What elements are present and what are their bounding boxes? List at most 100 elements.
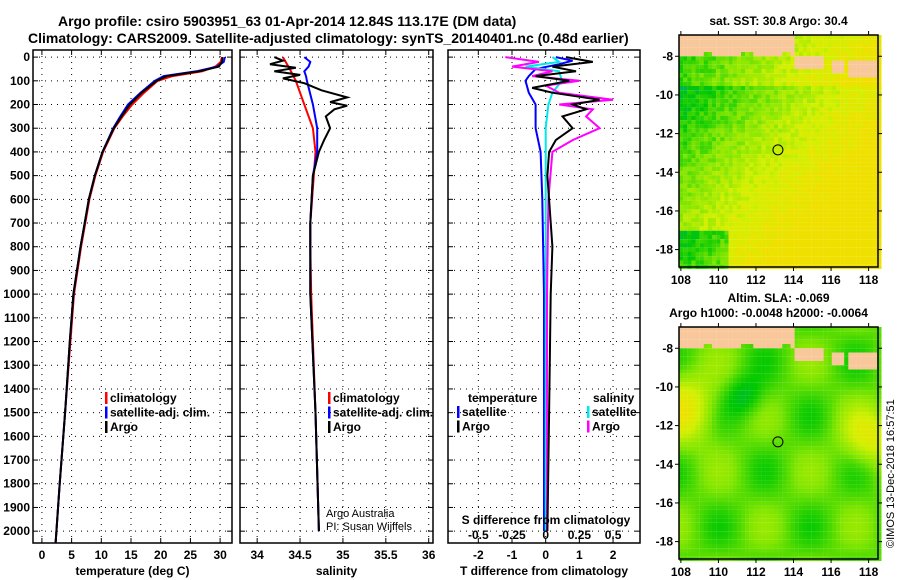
ocean-cell [823,149,828,155]
ocean-cell [724,450,729,455]
ocean-cell [807,137,812,142]
ocean-cell [844,260,849,265]
ocean-cell [864,239,870,244]
ocean-cell [794,77,799,82]
land-cell [716,52,721,57]
land-cell [703,331,709,336]
ocean-cell [815,111,820,116]
ocean-cell [811,247,816,252]
ocean-cell [877,158,882,163]
x-tick-label: 35.5 [374,548,398,562]
ocean-cell [765,514,770,519]
ocean-cell [778,412,783,417]
ocean-cell [774,446,779,451]
ocean-cell [716,386,721,391]
ocean-cell [745,548,750,553]
ocean-cell [844,196,849,201]
land-cell [687,47,692,53]
series-line-s-argo [505,56,614,532]
ocean-cell [848,222,853,227]
ocean-cell [716,352,721,357]
ocean-cell [774,361,779,366]
ocean-cell [749,217,754,223]
ocean-cell [769,205,775,210]
ocean-cell [749,471,754,476]
ocean-cell [691,115,696,121]
ocean-cell [873,145,878,150]
ocean-cell [815,378,820,383]
ocean-cell [769,73,775,78]
ocean-cell [798,488,804,493]
ocean-cell [864,141,870,146]
ocean-cell [827,166,832,172]
ocean-cell [807,209,812,214]
ocean-cell [736,522,742,527]
ocean-cell [732,260,737,265]
ocean-cell [852,166,857,172]
ocean-cell [811,243,816,248]
land-cell [720,52,725,57]
ocean-cell [745,94,750,99]
ocean-cell [707,437,713,442]
ocean-cell [823,145,828,150]
ocean-cell [683,251,688,257]
ocean-cell [769,446,775,451]
ocean-cell [683,450,688,455]
ocean-cell [798,234,804,240]
ocean-cell [798,433,804,438]
ocean-cell [815,463,820,468]
land-cell [807,356,812,362]
ocean-cell [732,352,737,357]
ocean-cell [741,535,746,540]
ocean-cell [703,205,709,210]
ocean-cell [716,166,721,172]
ocean-cell [749,433,754,438]
ocean-cell [683,526,688,532]
ocean-cell [703,247,709,252]
land-cell [835,60,841,65]
ocean-cell [786,90,791,95]
ocean-cell [864,247,870,252]
ocean-cell [703,522,709,527]
ocean-cell [679,475,684,481]
ocean-cell [745,399,750,404]
ocean-cell [819,94,824,99]
ocean-cell [786,243,791,248]
ocean-cell [782,154,787,159]
ocean-cell [761,73,766,78]
ocean-cell [761,209,766,214]
ocean-cell [699,154,704,159]
ocean-cell [860,209,865,214]
ocean-cell [790,526,795,532]
ocean-cell [724,230,729,235]
ocean-cell [724,348,729,353]
legend-label: Argo [110,420,138,434]
ocean-cell [679,222,684,227]
ocean-cell [877,205,882,210]
ocean-cell [753,251,758,257]
ocean-cell [753,424,758,430]
ocean-cell [848,243,853,248]
ocean-cell [786,446,791,451]
ocean-cell [683,230,688,235]
ocean-cell [736,390,742,396]
ocean-cell [823,43,828,48]
land-cell [860,60,865,65]
ocean-cell [757,98,762,104]
ocean-cell [761,548,766,553]
ocean-cell [736,458,742,464]
land-cell [716,339,721,345]
ocean-cell [741,433,746,438]
ocean-cell [724,437,729,442]
land-cell [745,327,750,332]
ocean-cell [782,243,787,248]
ocean-cell [794,239,799,244]
ocean-cell [848,230,853,235]
ocean-cell [765,548,770,553]
ocean-cell [707,94,713,99]
ocean-cell [753,132,758,138]
ocean-cell [790,458,795,464]
ocean-cell [753,56,758,61]
ocean-cell [732,509,737,515]
ocean-cell [732,441,737,447]
